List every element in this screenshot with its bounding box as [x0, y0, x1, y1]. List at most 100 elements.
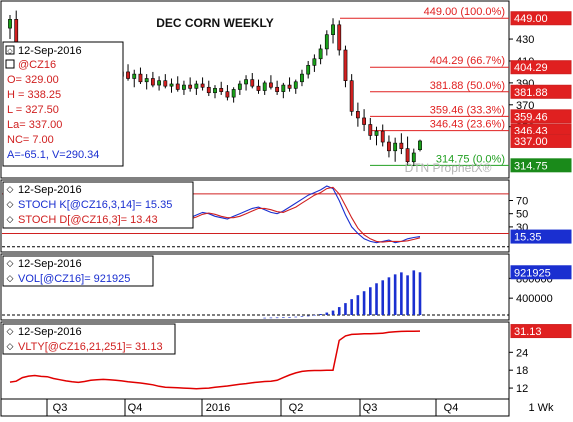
volume-tag-bg [510, 265, 572, 280]
x-label-q3: Q3 [53, 402, 68, 414]
vlty-y-tick-2: 24 [516, 347, 528, 359]
volume-bar [375, 283, 378, 315]
volume-y-tick-0: 400000 [516, 293, 553, 305]
candle-body [213, 88, 217, 94]
candle-body [163, 80, 168, 87]
volume-bar [350, 299, 353, 315]
candle-body [287, 84, 292, 89]
candle-body [262, 82, 267, 91]
volume-bar [356, 295, 360, 315]
volume-bar [306, 315, 310, 317]
volume-bar [344, 303, 347, 315]
candle-body [138, 73, 143, 83]
diamond-icon[interactable] [5, 45, 15, 55]
candle-body [275, 86, 280, 92]
candle-body [349, 80, 354, 112]
diamond-icon[interactable] [5, 59, 15, 69]
candle-body [175, 83, 180, 90]
price-y-tick-1: 370 [516, 100, 534, 112]
stoch-k-tag: 15.35 [514, 232, 542, 244]
vlty-y-tick-1: 18 [516, 365, 528, 377]
volume-date: 12-Sep-2016 [18, 258, 82, 270]
volume-label: VOL[@CZ16]= 921925 [18, 273, 130, 285]
candle-body [393, 142, 398, 152]
candle-body [194, 83, 199, 89]
candle-body [399, 142, 404, 149]
last-price-tag-bg [510, 133, 572, 148]
fib-tag: 359.46 [514, 111, 548, 123]
price-symbol: @CZ16 [18, 59, 56, 71]
candle-body [269, 82, 273, 88]
candle-body [337, 24, 342, 51]
volume-bar [369, 287, 372, 315]
diamond-icon[interactable]: ◇ [7, 258, 14, 268]
candle-body [237, 83, 242, 90]
candle-body [169, 83, 174, 87]
stoch-date: 12-Sep-2016 [18, 184, 82, 196]
stoch-y-tick-1: 50 [516, 209, 528, 221]
diamond-icon[interactable]: ◇ [7, 199, 14, 209]
volatility-label: VLTY[@CZ16,21,251]= 31.13 [18, 341, 163, 353]
fib-label: 404.29 (66.7%) [430, 55, 505, 67]
candle-body [411, 152, 416, 163]
volume-bar [300, 316, 304, 317]
stoch-k-label: STOCH K[@CZ16,3,14]= 15.35 [18, 199, 172, 211]
candle-body [405, 148, 410, 163]
fib-tag-bg [510, 84, 572, 99]
volatility-date: 12-Sep-2016 [18, 326, 82, 338]
price-open: O= 329.00 [7, 74, 59, 86]
diamond-icon[interactable]: ◇ [7, 214, 14, 224]
candle-body [206, 86, 211, 94]
volume-legend[interactable]: ◇ 12-Sep-2016 ◇ VOL[@CZ16]= 921925 [2, 255, 154, 287]
candle-body [225, 91, 230, 98]
volume-bar [337, 307, 341, 315]
chart-title: DEC CORN WEEKLY [156, 16, 274, 30]
fib-tag: 449.00 [514, 13, 548, 25]
candle-body [418, 140, 422, 151]
volume-bar [269, 317, 273, 319]
diamond-icon[interactable]: ◇ [7, 273, 14, 283]
time-axis [0, 398, 510, 417]
last-price-tag: 337.00 [514, 136, 548, 148]
candle-body [324, 34, 329, 50]
price-date: 12-Sep-2016 [18, 45, 82, 57]
watermark: DTN ProphetX® [405, 161, 492, 175]
fib-tag-bg [510, 11, 572, 26]
candle-body [8, 19, 12, 29]
candle-body [331, 24, 335, 35]
x-label-q2: Q2 [289, 402, 304, 414]
price-y-tick-4: 430 [516, 34, 534, 46]
candle-body [182, 84, 186, 90]
volatility-legend[interactable]: ◇ 12-Sep-2016 ◇ VLTY[@CZ16,21,251]= 31.1… [2, 323, 176, 355]
candle-body [368, 124, 373, 136]
diamond-icon[interactable]: ◇ [7, 341, 14, 351]
volume-bar [331, 310, 335, 315]
stoch-y-tick-2: 70 [516, 195, 528, 207]
vlty-tag-bg [510, 324, 572, 339]
stoch-k-tag-bg [510, 229, 572, 244]
price-info-box[interactable]: ◇ 12-Sep-2016 @CZ16 O= 329.00 H = 338.25… [2, 41, 124, 167]
diamond-icon[interactable]: ◇ [7, 184, 14, 194]
fib-tag-bg [510, 60, 572, 75]
candle-body [281, 84, 286, 92]
candle-body [362, 117, 366, 125]
vlty-line [9, 330, 421, 390]
candle-body [380, 130, 385, 143]
fib-tag-bg [510, 109, 572, 124]
volume-bar [325, 312, 329, 315]
stoch-legend[interactable]: ◇ 12-Sep-2016 ◇ STOCH K[@CZ16,3,14]= 15.… [2, 181, 194, 229]
volume-bar [294, 316, 298, 318]
candle-body [355, 111, 360, 119]
fib-label: 314.75 (0.0%) [436, 153, 505, 165]
volume-bar [275, 317, 279, 319]
diamond-icon[interactable]: ◇ [7, 326, 14, 336]
x-label-2016: 2016 [206, 402, 230, 414]
period-label[interactable]: 1 Wk [528, 402, 554, 414]
candle-body [219, 88, 224, 92]
candle-body [200, 83, 205, 88]
volume-tag: 921925 [514, 267, 551, 279]
fib-tag: 381.88 [514, 87, 548, 99]
candle-body [250, 79, 255, 87]
